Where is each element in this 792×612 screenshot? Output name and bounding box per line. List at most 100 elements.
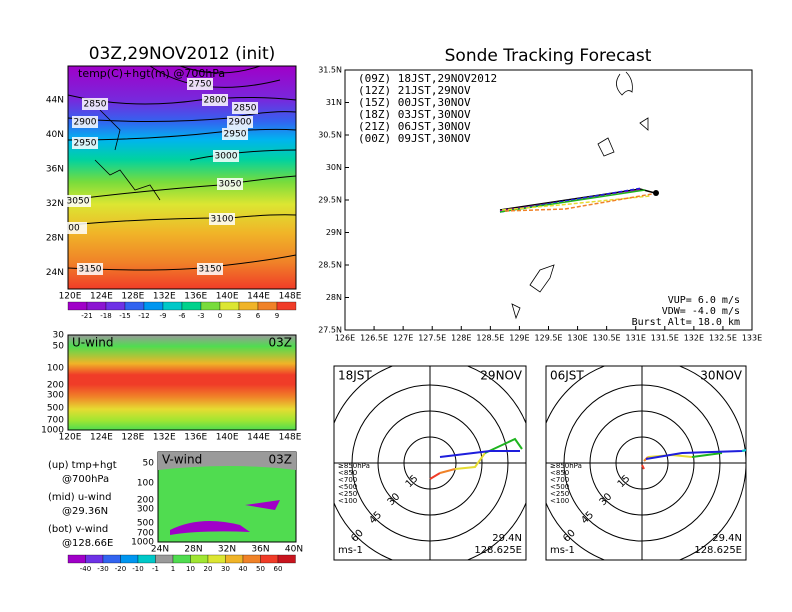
y-tick-label: 29.5N (318, 196, 342, 205)
x-tick-label: 128.5E (476, 334, 504, 343)
colorbar-bin (120, 554, 139, 564)
shade (158, 452, 296, 470)
colorbar-bin (225, 554, 244, 564)
y-tick-label: 1000 (41, 426, 64, 436)
contour-label: 2850 (84, 100, 107, 110)
x-tick-label: 127.5E (418, 334, 446, 343)
contour-label-bg (209, 213, 235, 225)
y-tick-label: 24N (46, 268, 64, 278)
colorbar-label: -21 (81, 312, 92, 320)
polar-rings (334, 366, 526, 560)
colorbar-bin (85, 554, 104, 564)
x-tick-label: 130E (567, 334, 587, 343)
x-tick-label: 148E (279, 433, 302, 443)
level-legend: <100 (338, 497, 357, 505)
contour-label-bg (222, 128, 248, 140)
lat: 29.4N (712, 533, 742, 544)
x-tick-label: 136E (184, 292, 207, 302)
contour-label-bg (61, 222, 87, 234)
y-tick-label: 300 (47, 391, 64, 401)
y-tick-label: 28N (46, 234, 64, 244)
level-legend: <100 (550, 497, 569, 505)
x-tick-label: 124E (90, 433, 113, 443)
y-tick-label: 29N (326, 228, 342, 237)
panel-time: 03Z (269, 336, 293, 350)
x-tick-label: 140E (216, 433, 239, 443)
x-tick-label: 144E (247, 292, 270, 302)
contour-label: 3150 (199, 265, 222, 275)
contour-label-bg (213, 150, 239, 162)
x-tick-label: 131E (626, 334, 646, 343)
lon: 128.625E (474, 545, 522, 556)
legend-entry: (18Z) 03JST,30NOV (358, 108, 471, 121)
param: VDW= -4.0 m/s (662, 306, 740, 317)
colorbar-bin (277, 554, 296, 564)
x-tick-label: 132E (684, 334, 704, 343)
panel-date: 30NOV (700, 369, 742, 383)
param: VUP= 6.0 m/s (668, 295, 740, 306)
y-tick-label: 44N (46, 96, 64, 106)
wind-hodograph (643, 456, 649, 462)
unit: ms-1 (338, 545, 363, 556)
y-tick-label: 28.5N (318, 261, 342, 270)
x-tick-label: 132E (153, 292, 176, 302)
colorbar-label: 30 (221, 565, 230, 573)
wind-hodograph (484, 437, 523, 454)
note: @29.36N (62, 506, 108, 517)
y-tick-label: 50 (143, 459, 155, 469)
level-legend: <250 (550, 490, 569, 498)
colorbar-bin (276, 301, 297, 311)
x-tick-label: 132.5E (709, 334, 737, 343)
level-legend: <850 (338, 469, 357, 477)
legend-entry: (09Z) 18JST,29NOV2012 (358, 72, 497, 85)
contour-label-bg (187, 78, 213, 90)
colorbar-bin (155, 554, 174, 564)
colorbar-label: -20 (115, 565, 126, 573)
x-tick-label: 32N (218, 545, 236, 555)
x-tick-label: 28N (184, 545, 202, 555)
x-tick-label: 124E (90, 292, 113, 302)
x-tick-label: 120E (59, 292, 82, 302)
coastline (511, 71, 649, 320)
legend-entry: (15Z) 00JST,30NOV (358, 96, 471, 109)
level-legend: ≥850hPa (338, 462, 370, 470)
colorbar-bin (219, 301, 240, 311)
y-tick-label: 700 (137, 529, 154, 539)
colorbar-label: -6 (179, 312, 187, 320)
colorbar-bin (257, 301, 278, 311)
y-tick-label: 28N (326, 293, 342, 302)
track-map (344, 69, 753, 331)
polar-rings (546, 366, 746, 560)
contour-label: 3050 (219, 180, 242, 190)
contour-label-bg (197, 263, 223, 275)
contour-label-bg (77, 263, 103, 275)
wind-hodograph (691, 452, 723, 458)
unit: ms-1 (550, 545, 575, 556)
colorbar-label: 0 (218, 312, 222, 320)
wind-hodograph (645, 449, 746, 460)
legend-entry: (21Z) 06JST,30NOV (358, 120, 471, 133)
contour-label: 00 (68, 224, 80, 234)
colorbar-bin (238, 301, 259, 311)
level-legend: <700 (338, 476, 357, 484)
wind-hodograph (429, 472, 441, 480)
wind-hodograph (641, 464, 645, 470)
contour-label-bg (232, 102, 258, 114)
x-tick-label: 136E (184, 433, 207, 443)
panel-title: 03Z,29NOV2012 (init) (89, 44, 276, 64)
y-tick-label: 200 (137, 496, 154, 506)
colorbar-bin (181, 301, 202, 311)
colorbar-label: -1 (152, 565, 159, 573)
panel-time: 03Z (269, 453, 293, 467)
note: (bot) v-wind (48, 524, 108, 535)
x-tick-label: 148E (279, 292, 302, 302)
colorbar-label: -15 (119, 312, 130, 320)
x-tick-label: 127E (393, 334, 413, 343)
y-tick-label: 40N (46, 130, 64, 140)
contour-label-bg (72, 137, 98, 149)
panel-time: 06JST (550, 369, 584, 383)
colorbar-label: 40 (239, 565, 248, 573)
wind-hodograph (439, 450, 520, 458)
x-tick-label: 129.5E (535, 334, 563, 343)
colorbar-bin (207, 554, 226, 564)
